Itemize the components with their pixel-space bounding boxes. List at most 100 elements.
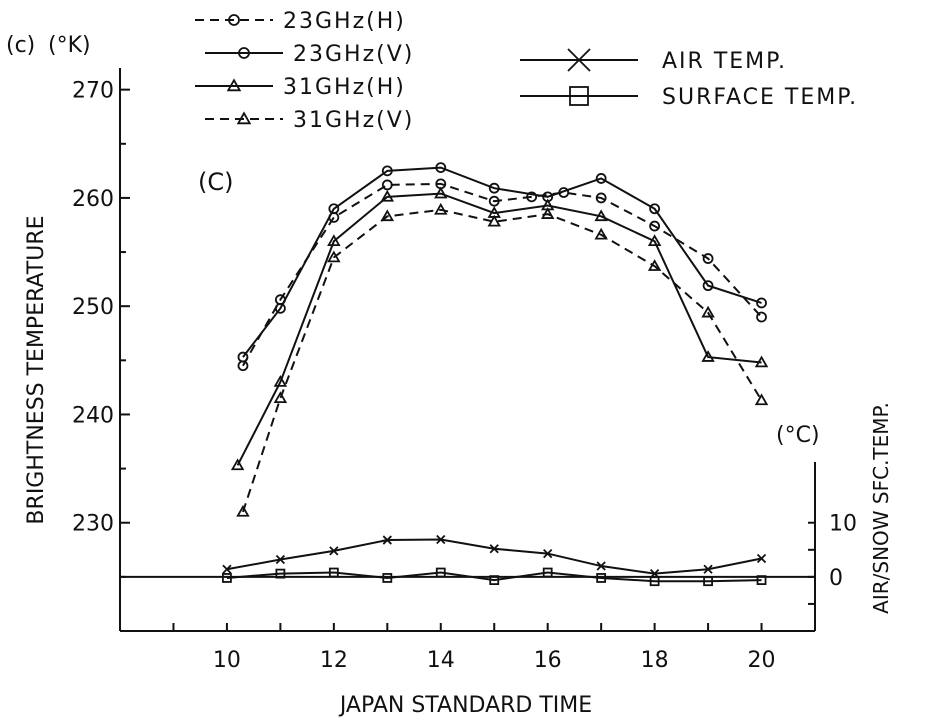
y-tick-label: 240 [72, 403, 114, 428]
data-point [701, 350, 715, 362]
data-point [236, 111, 252, 125]
x-ticks: 10 12 14 16 18 20 [172, 623, 816, 673]
data-point [275, 554, 286, 565]
series-line [242, 166, 762, 358]
y-ticks: 230 240 250 260 270 [72, 79, 130, 578]
data-point [329, 546, 339, 556]
data-point [756, 311, 767, 323]
data-point [649, 576, 660, 587]
data-point [542, 567, 553, 578]
inner-panel-label: (C) [198, 168, 233, 196]
x-tick-label: 20 [748, 648, 776, 673]
right-axis-label: AIR/SNOW SFC.TEMP. [869, 402, 893, 614]
data-point [436, 534, 446, 545]
data-point [274, 302, 286, 314]
y-tick-label: 250 [72, 295, 114, 320]
x-axis-label: JAPAN STANDARD TIME [338, 693, 592, 718]
legend-entry: 23GHz(V) [205, 42, 412, 67]
x-tick-label: 14 [427, 648, 455, 673]
data-point [595, 173, 607, 184]
series-23ghz-h- [237, 178, 767, 372]
data-point [382, 573, 393, 583]
legend-entry: SURFACE TEMP. [520, 85, 858, 110]
series-line [226, 538, 762, 575]
legend-label: 31GHz(H) [283, 75, 406, 100]
data-point [238, 47, 250, 59]
y-tick-label: 270 [72, 79, 114, 104]
data-point [381, 165, 393, 177]
data-point [540, 207, 555, 219]
legend-entry: 31GHz(H) [195, 75, 406, 100]
panel-label: (c) [6, 33, 35, 58]
data-point [701, 305, 715, 318]
data-point [649, 203, 661, 215]
right-axis-ticks: 0 10 [808, 512, 857, 605]
legend: 23GHz(H) 23GHz(V) 31GHz(H) 31GHz(V) AIR TEMP… [195, 9, 858, 133]
data-point [382, 535, 392, 545]
right-axis-unit: (°C) [776, 423, 820, 448]
data-point [596, 561, 606, 571]
series-line [242, 182, 763, 367]
data-point [756, 575, 767, 586]
data-point [703, 564, 713, 574]
data-point [543, 548, 553, 559]
data-point [434, 186, 448, 199]
series-31ghz-h- [230, 186, 769, 471]
data-point [647, 259, 662, 271]
series-line [242, 208, 763, 513]
data-point [226, 78, 242, 92]
data-point [222, 573, 232, 583]
data-point [702, 253, 714, 264]
series-23ghz-v- [237, 162, 767, 363]
legend-entry: AIR TEMP. [520, 48, 785, 74]
data-point [487, 214, 501, 227]
data-point [649, 568, 660, 579]
legend-label: 31GHz(V) [293, 108, 414, 133]
data-point [328, 567, 339, 578]
data-point [754, 393, 769, 406]
data-point [381, 179, 393, 191]
data-point [328, 203, 340, 215]
data-point [489, 544, 499, 554]
series-surface-temp- [222, 567, 767, 587]
data-point [237, 351, 249, 363]
data-point [380, 189, 395, 202]
data-point [488, 195, 500, 207]
data-point [275, 568, 286, 579]
data-point [596, 573, 607, 583]
data-point [567, 48, 591, 72]
series-layer [222, 162, 769, 587]
legend-label: 23GHz(H) [283, 9, 406, 34]
data-point [595, 192, 607, 204]
legend-entry: 31GHz(V) [205, 108, 414, 133]
series-line [236, 192, 762, 466]
series-line [226, 571, 762, 583]
data-point [489, 575, 500, 586]
x-tick-label: 16 [534, 648, 562, 673]
data-point [594, 209, 608, 222]
x-tick-label: 18 [641, 648, 669, 673]
data-point [327, 234, 341, 247]
right-axis-tick-label: 10 [829, 512, 857, 537]
data-point [222, 564, 232, 574]
data-point [236, 504, 250, 517]
data-point [273, 374, 288, 387]
legend-label: SURFACE TEMP. [662, 85, 858, 110]
x-tick-label: 10 [213, 648, 241, 673]
y-tick-label: 260 [72, 187, 114, 212]
y-axis-label: BRIGHTNESS TEMPERATURE [24, 215, 49, 524]
data-point [526, 191, 538, 203]
data-point [230, 458, 245, 471]
x-tick-label: 12 [320, 648, 348, 673]
data-point [754, 355, 769, 368]
data-point [435, 162, 447, 174]
data-point [647, 234, 662, 247]
data-point [228, 14, 240, 26]
data-point [380, 209, 395, 222]
data-point [594, 227, 608, 240]
data-point [435, 567, 446, 578]
data-point [273, 391, 288, 404]
series-31ghz-v- [236, 202, 769, 517]
data-point [703, 576, 713, 587]
